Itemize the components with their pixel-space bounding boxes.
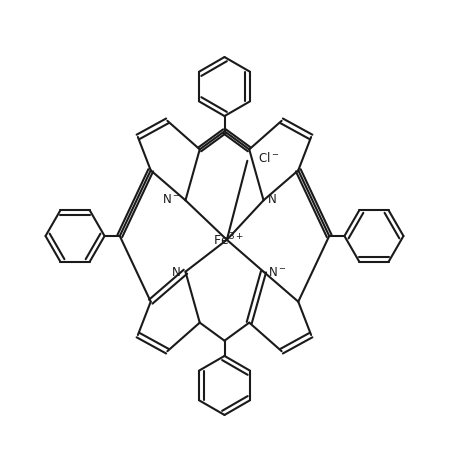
Text: N: N (269, 193, 277, 206)
Text: N$^-$: N$^-$ (162, 193, 180, 206)
Text: Fe$^{3+}$: Fe$^{3+}$ (213, 231, 244, 248)
Text: Cl$^-$: Cl$^-$ (258, 152, 279, 165)
Text: N: N (172, 266, 180, 279)
Text: N$^-$: N$^-$ (269, 266, 287, 279)
